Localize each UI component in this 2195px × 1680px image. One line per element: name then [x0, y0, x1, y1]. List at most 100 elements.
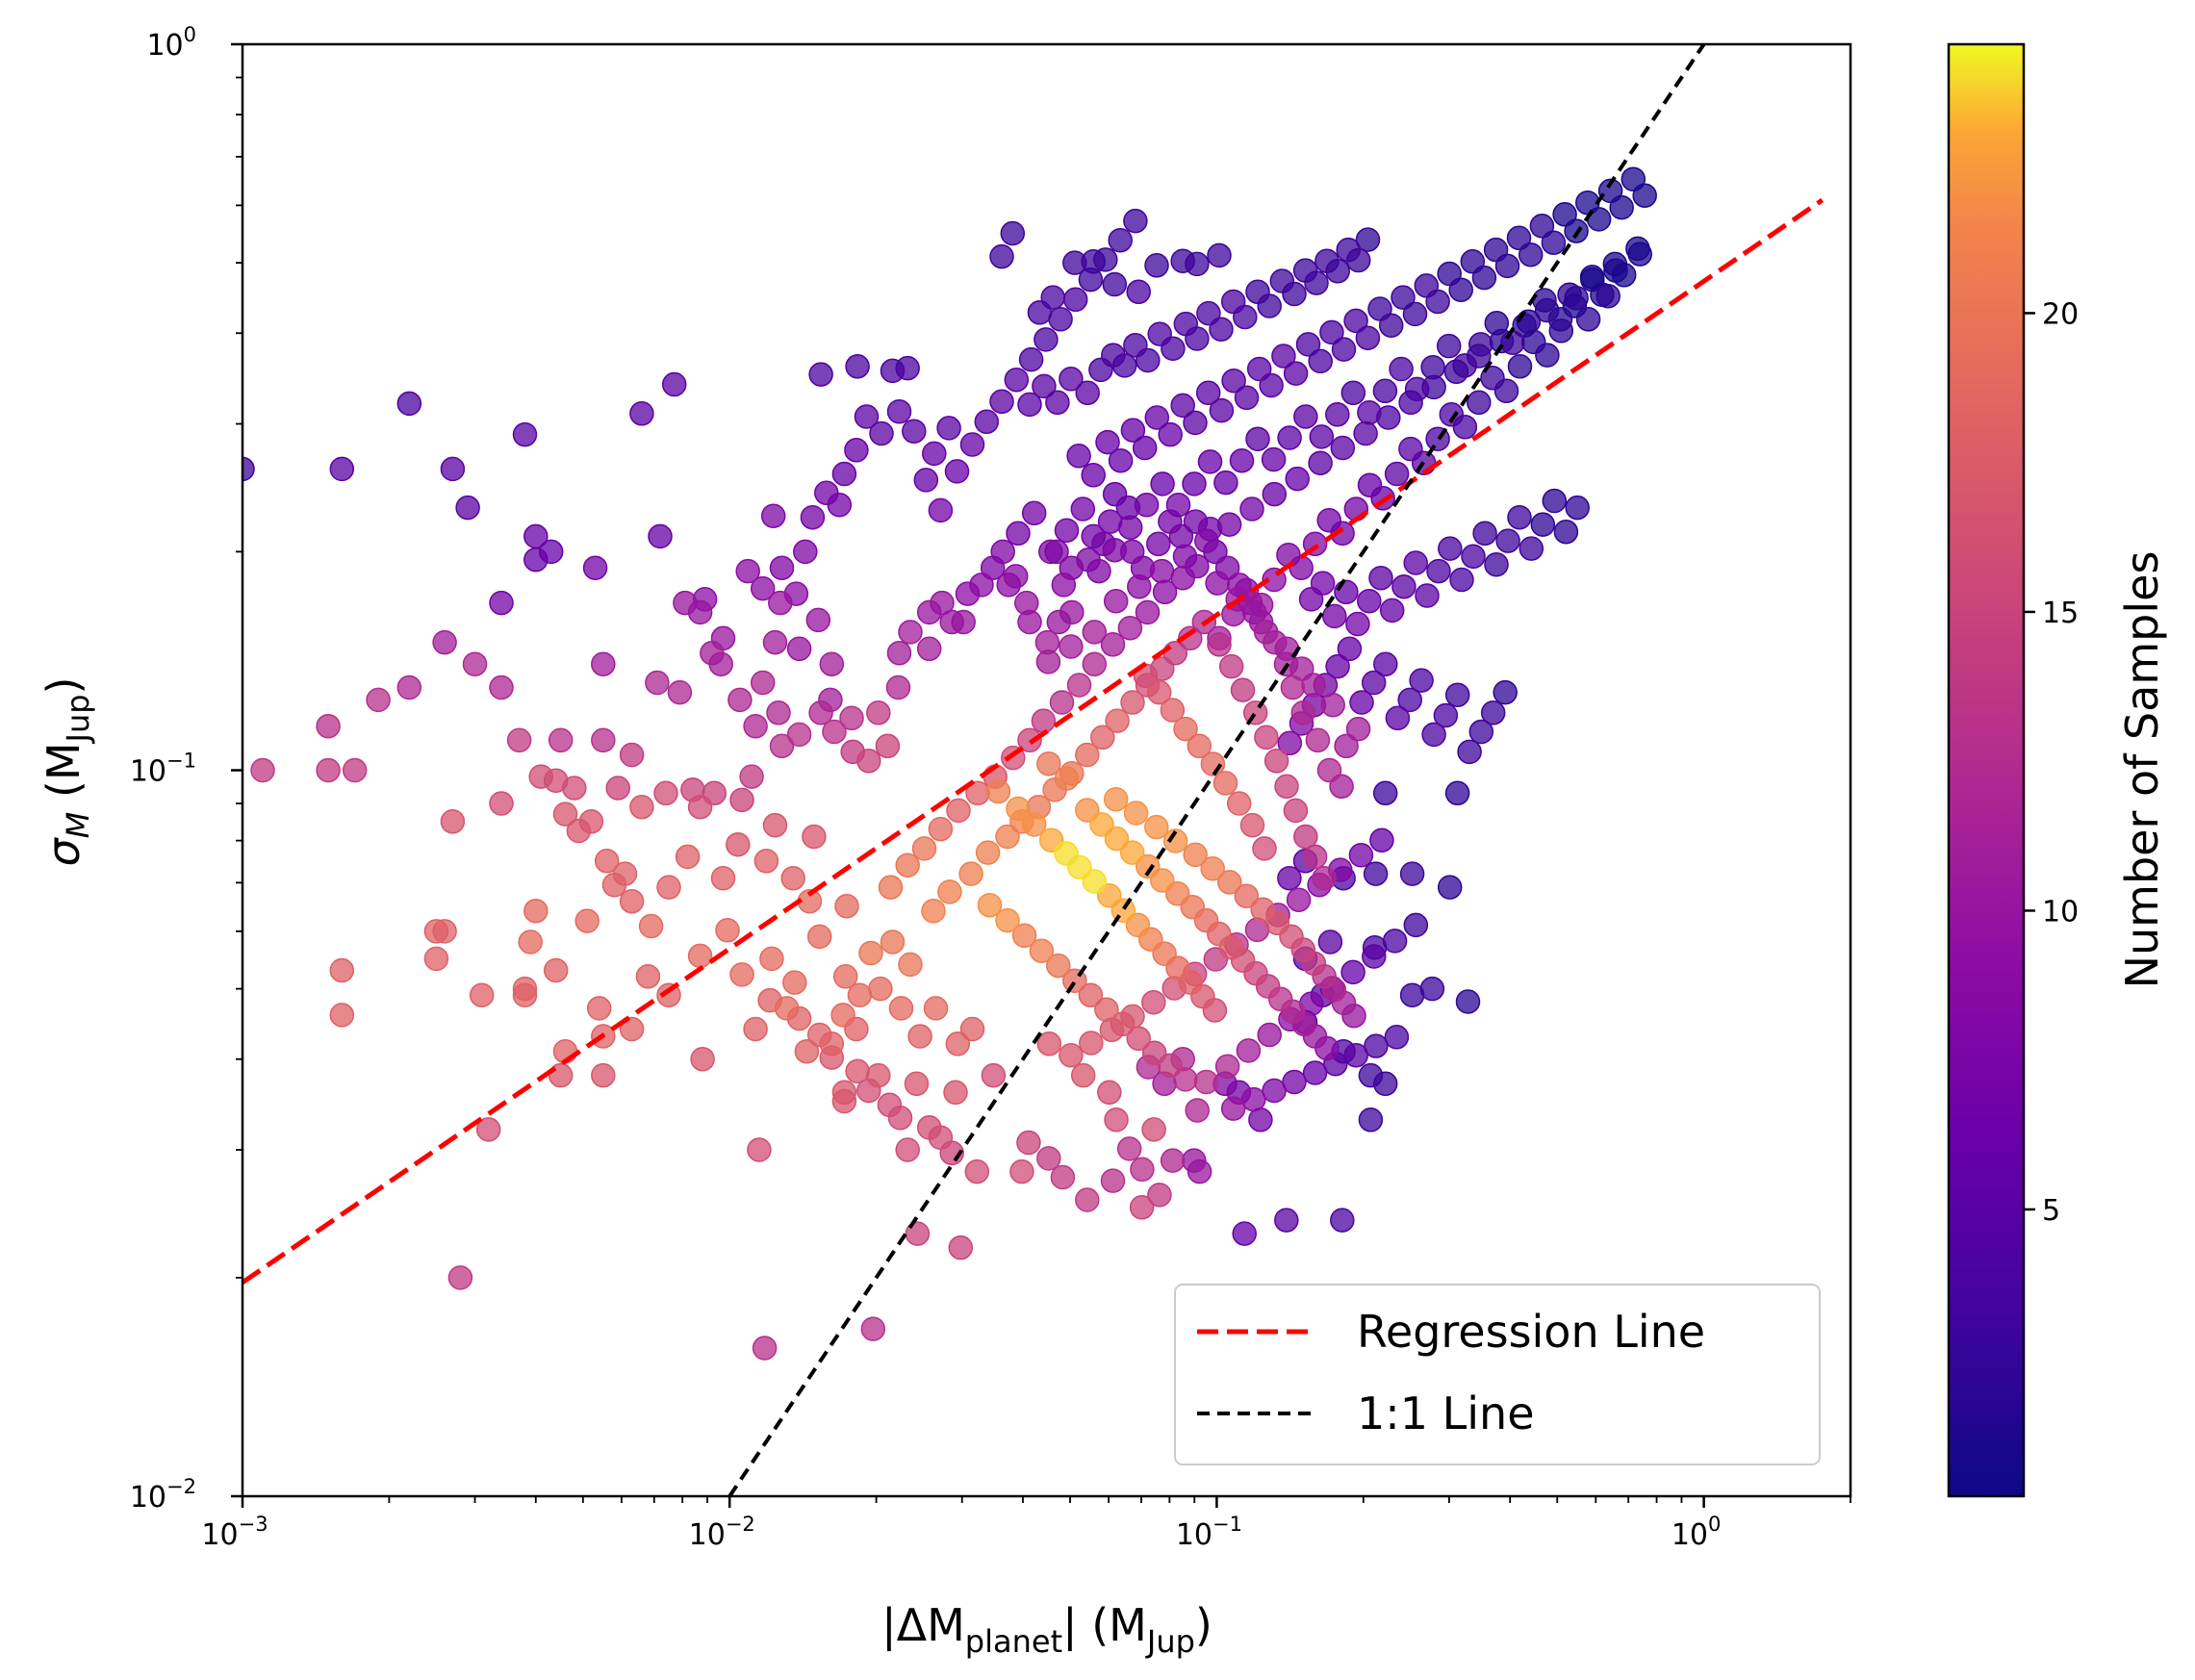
data-point [958, 861, 983, 886]
data-point [586, 996, 612, 1021]
data-point [1337, 636, 1363, 662]
data-point [904, 1071, 930, 1097]
data-point [800, 504, 826, 530]
data-point [1362, 944, 1387, 969]
data-point [806, 924, 832, 950]
data-point [591, 727, 616, 753]
data-point [1003, 564, 1029, 589]
data-point [1373, 651, 1398, 676]
data-point [1082, 651, 1108, 676]
data-point [1183, 410, 1208, 436]
data-point [1345, 716, 1371, 742]
data-point [885, 675, 911, 700]
data-point [1277, 865, 1302, 891]
data-point [1103, 588, 1129, 614]
data-point [1541, 230, 1567, 255]
data-point [1040, 285, 1065, 310]
data-point [1126, 279, 1151, 305]
data-point [1280, 675, 1306, 700]
data-point [964, 1158, 990, 1184]
data-point [582, 555, 608, 580]
data-point [1111, 353, 1137, 378]
data-point [1162, 828, 1188, 853]
data-point [923, 996, 949, 1021]
data-point [1343, 1042, 1368, 1068]
data-point [656, 875, 681, 900]
data-point [605, 776, 630, 801]
data-point [1078, 982, 1104, 1007]
colorbar-tick-label: 20 [2042, 297, 2079, 331]
data-point [1051, 573, 1077, 598]
data-point [687, 943, 713, 969]
identity-line [727, 44, 1706, 1496]
data-point [1017, 392, 1042, 418]
data-point [831, 1088, 857, 1114]
data-point [845, 354, 870, 379]
data-point [951, 609, 976, 635]
data-point [1062, 287, 1088, 313]
data-point [1379, 598, 1405, 624]
colorbar-tick-label: 5 [2042, 1194, 2060, 1228]
data-point [1391, 573, 1417, 599]
data-point [1625, 236, 1650, 262]
data-point [1160, 698, 1186, 723]
data-point [1285, 466, 1310, 492]
data-point [1185, 1098, 1210, 1123]
data-point [1304, 270, 1329, 295]
data-point [769, 733, 795, 759]
data-point [847, 982, 873, 1007]
data-point [1081, 249, 1106, 274]
data-point [1316, 757, 1342, 783]
data-point [1123, 801, 1149, 826]
data-point [653, 780, 678, 806]
data-point [805, 607, 831, 633]
data-point [591, 651, 616, 676]
data-point [739, 764, 764, 789]
data-point [766, 700, 791, 725]
data-point [1017, 609, 1042, 635]
data-point [1021, 812, 1047, 837]
data-point [928, 816, 954, 842]
data-point [878, 875, 904, 900]
data-point [1233, 304, 1258, 330]
data-point [1187, 1158, 1212, 1184]
data-point [1200, 855, 1225, 881]
data-point [948, 1235, 974, 1260]
data-point [995, 907, 1020, 933]
data-point [729, 787, 754, 813]
data-point [1308, 348, 1333, 374]
data-point [886, 398, 912, 424]
data-point [1141, 989, 1166, 1015]
data-point [396, 675, 422, 700]
data-point [489, 791, 514, 816]
data-point [566, 818, 592, 844]
data-point [250, 757, 275, 783]
legend: Regression Line 1:1 Line [1174, 1284, 1821, 1465]
data-point [1389, 356, 1414, 382]
data-point [1006, 521, 1031, 547]
data-point [1361, 670, 1387, 696]
data-point [506, 727, 532, 753]
data-point [1403, 912, 1429, 938]
data-point [1345, 247, 1371, 273]
data-point [638, 913, 664, 939]
data-point [1378, 313, 1404, 338]
data-point [922, 441, 947, 467]
data-point [594, 849, 620, 874]
data-point [1193, 1069, 1219, 1095]
data-point [1136, 347, 1161, 373]
data-point [1239, 496, 1264, 522]
data-point [538, 539, 564, 565]
colorbar: 5 10 15 20 Number of Samples [1947, 42, 2168, 1498]
data-point [1334, 579, 1359, 605]
data-point [440, 809, 466, 834]
data-point [753, 849, 779, 874]
data-point [1506, 225, 1532, 251]
data-point [1250, 897, 1275, 922]
data-point [1368, 565, 1393, 591]
data-point [1011, 923, 1037, 949]
data-point [1221, 368, 1246, 394]
data-point [512, 982, 538, 1007]
data-point [819, 651, 845, 676]
data-point [1409, 668, 1434, 693]
